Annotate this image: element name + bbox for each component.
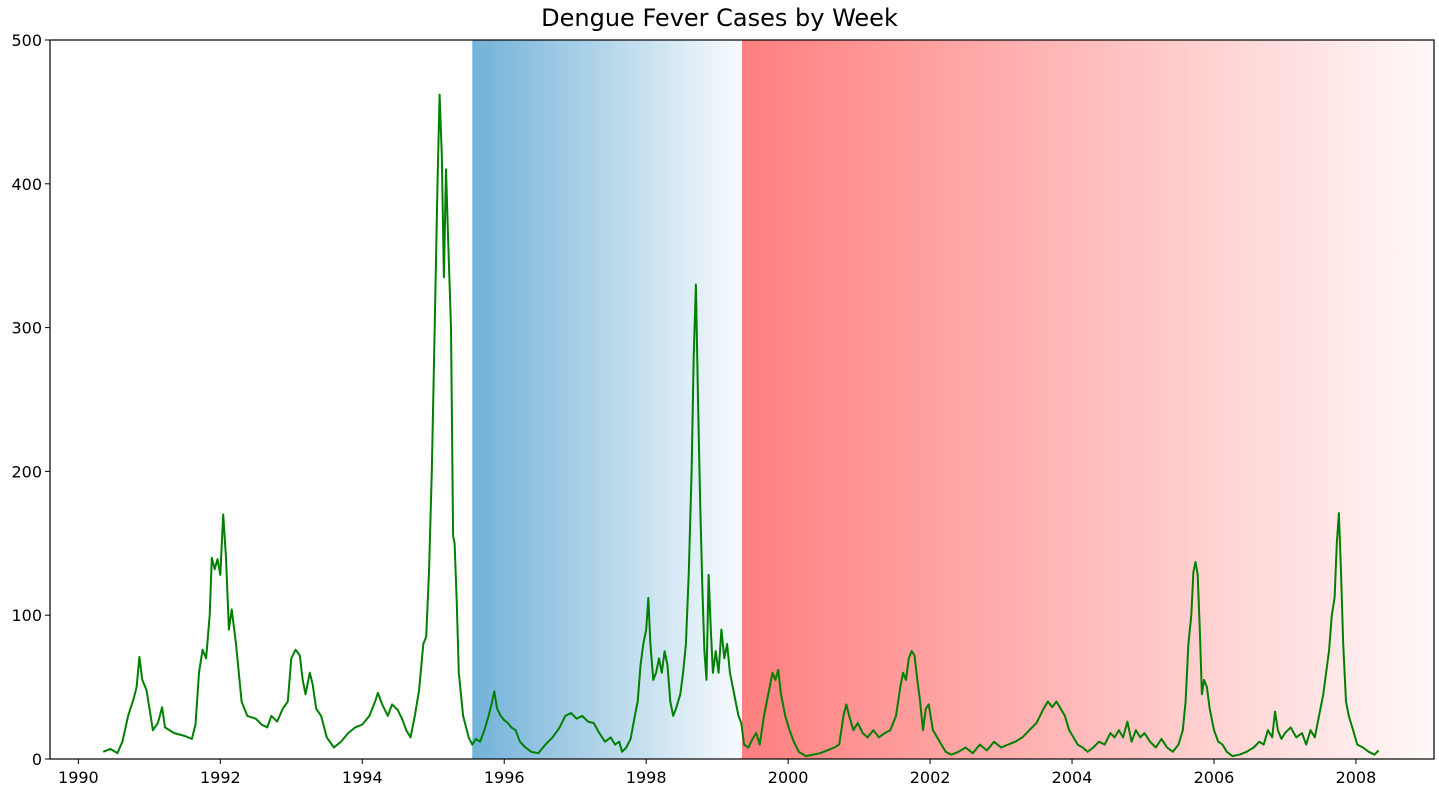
series-line-weekly-cases [102, 93, 1380, 758]
x-tick-label: 1992 [200, 768, 241, 787]
y-tick-label: 100 [11, 606, 42, 625]
x-tick-label: 2002 [910, 768, 951, 787]
x-tick-label: 1998 [626, 768, 667, 787]
y-tick-label: 400 [11, 175, 42, 194]
y-tick-label: 300 [11, 319, 42, 338]
x-tick-label: 2000 [768, 768, 809, 787]
red-gradient-region [742, 40, 1434, 759]
x-tick-label: 1994 [342, 768, 383, 787]
y-tick-label: 500 [11, 31, 42, 50]
x-tick-label: 1990 [58, 768, 99, 787]
y-tick-label: 200 [11, 462, 42, 481]
plot-frame [49, 39, 1435, 760]
x-tick-label: 1996 [484, 768, 525, 787]
x-tick-label: 2004 [1052, 768, 1093, 787]
blue-gradient-region [472, 40, 742, 759]
chart-title: Dengue Fever Cases by Week [541, 4, 898, 32]
x-tick-label: 2006 [1194, 768, 1235, 787]
x-tick-label: 2008 [1336, 768, 1377, 787]
y-tick-label: 0 [32, 750, 42, 769]
